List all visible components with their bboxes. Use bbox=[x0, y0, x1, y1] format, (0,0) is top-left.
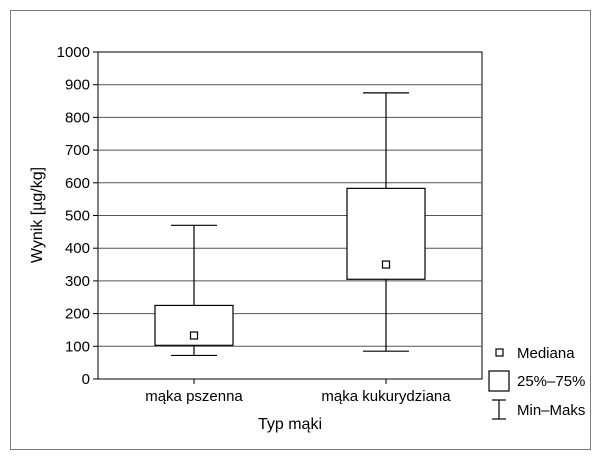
legend-label-box: 25%–75% bbox=[517, 373, 585, 390]
legend-box-marker bbox=[488, 370, 510, 392]
y-tick-label: 200 bbox=[65, 306, 90, 323]
y-tick-label: 100 bbox=[65, 338, 90, 355]
y-tick-label: 1000 bbox=[57, 44, 90, 61]
legend-median-marker bbox=[495, 348, 504, 357]
legend-label-median: Mediana bbox=[517, 345, 575, 362]
y-tick-label: 500 bbox=[65, 208, 90, 225]
median-marker bbox=[189, 331, 199, 340]
y-axis-ticks: 0 100 200 300 400 500 600 700 800 900 1000 bbox=[57, 44, 98, 388]
y-tick-label: 700 bbox=[65, 142, 90, 159]
x-axis-ticks: mąka pszenna mąka kukurydziana bbox=[145, 379, 451, 405]
median-marker bbox=[381, 260, 391, 269]
legend: Mediana 25%–75% Min–Maks bbox=[488, 345, 585, 420]
y-tick-label: 400 bbox=[65, 240, 90, 257]
y-tick-label: 600 bbox=[65, 175, 90, 192]
x-tick-label: mąka kukurydziana bbox=[321, 388, 451, 405]
y-tick-label: 0 bbox=[82, 371, 90, 388]
y-tick-label: 900 bbox=[65, 77, 90, 94]
y-axis-label: Wynik [µg/kg] bbox=[29, 167, 46, 263]
y-tick-label: 300 bbox=[65, 273, 90, 290]
box-1 bbox=[154, 224, 234, 357]
boxes bbox=[154, 92, 426, 357]
box-2 bbox=[346, 92, 426, 352]
x-tick-label: mąka pszenna bbox=[145, 388, 243, 405]
x-axis-label: Typ mąki bbox=[258, 416, 322, 433]
y-tick-label: 800 bbox=[65, 109, 90, 126]
legend-label-whisker: Min–Maks bbox=[517, 402, 585, 419]
